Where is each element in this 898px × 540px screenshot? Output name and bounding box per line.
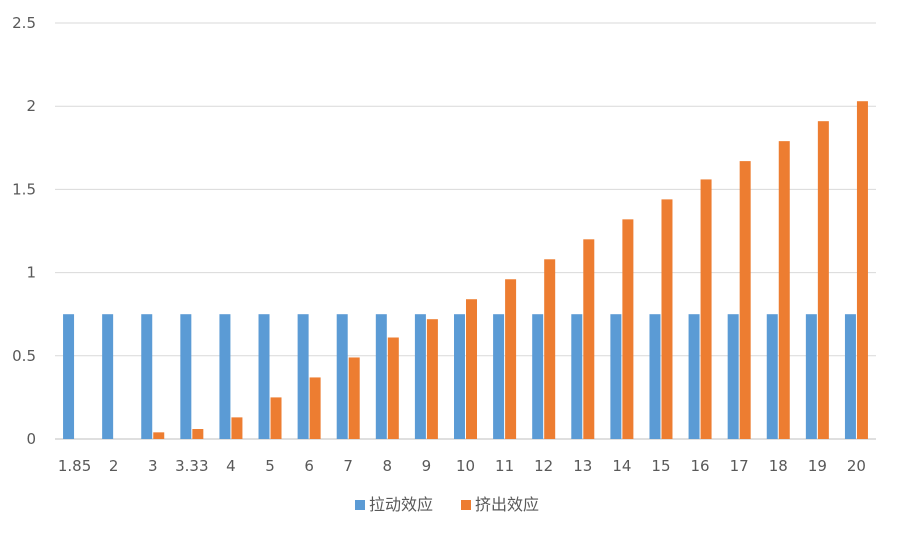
gridlines	[55, 22, 876, 440]
legend-label-series-1: 拉动效应	[369, 495, 433, 514]
x-tick-label: 19	[808, 457, 827, 475]
bar-series-1-1_85	[63, 314, 75, 439]
bar-series-1-16	[688, 314, 700, 439]
bar-series-1-6	[297, 314, 309, 439]
bar-series-1-15	[649, 314, 661, 439]
x-tick-label: 8	[383, 457, 393, 475]
y-tick-label: 2.5	[12, 14, 36, 32]
x-tick-label: 2	[109, 457, 119, 475]
bar-series-1-2	[102, 314, 114, 439]
bar-series-2-20	[856, 101, 868, 440]
x-tick-label: 5	[265, 457, 275, 475]
bar-series-1-17	[727, 314, 739, 439]
x-tick-label: 14	[612, 457, 631, 475]
bar-series-1-10	[454, 314, 465, 439]
x-tick-label: 4	[226, 457, 236, 475]
x-tick-label: 6	[304, 457, 314, 475]
x-tick-label: 15	[651, 457, 670, 475]
x-tick-label: 11	[495, 457, 514, 475]
bar-series-2-5	[270, 397, 282, 439]
bar-series-2-8	[387, 337, 399, 439]
bar-series-1-4	[219, 314, 231, 439]
legend-swatch-series-2	[461, 500, 471, 510]
bar-series-2-14	[622, 219, 634, 439]
bar-series-2-19	[817, 121, 829, 440]
x-tick-label: 13	[573, 457, 592, 475]
x-tick-label: 3.33	[175, 457, 208, 475]
bar-series-1-7	[336, 314, 348, 439]
x-tick-label: 20	[847, 457, 866, 475]
bar-series-2-4	[231, 417, 243, 439]
bar-series-1-12	[532, 314, 544, 439]
bar-series-2-10	[466, 299, 477, 439]
bars	[63, 101, 868, 440]
bar-series-2-15	[661, 199, 673, 439]
x-tick-label: 18	[769, 457, 788, 475]
bar-series-1-14	[610, 314, 622, 439]
bar-series-2-7	[348, 357, 360, 439]
bar-series-2-11	[505, 279, 517, 439]
x-axis-tick-labels: 1.85 2 3 3.33 4 5 6 7 8 9 10 11 12 13 14 15 16 17 18 19 20	[58, 457, 866, 475]
bar-series-1-13	[571, 314, 583, 439]
bar-series-1-11	[493, 314, 505, 439]
x-tick-label: 1.85	[58, 457, 91, 475]
y-tick-label: 1.5	[12, 180, 36, 198]
y-tick-label: 0.5	[12, 347, 36, 365]
legend: 拉动效应 挤出效应	[355, 495, 539, 514]
bar-series-2-13	[583, 239, 595, 439]
bar-series-2-6	[309, 377, 321, 439]
bar-series-1-5	[258, 314, 270, 439]
bar-series-2-16	[700, 179, 712, 440]
bar-series-1-20	[844, 314, 856, 439]
bar-series-1-19	[805, 314, 817, 439]
y-tick-label: 1	[26, 264, 36, 282]
legend-label-series-2: 挤出效应	[475, 495, 539, 514]
y-tick-label: 0	[26, 430, 36, 448]
x-tick-label: 7	[343, 457, 353, 475]
bar-series-2-18	[778, 141, 790, 439]
legend-swatch-series-1	[355, 500, 365, 510]
bar-series-2-3	[153, 432, 165, 439]
x-tick-label: 12	[534, 457, 553, 475]
bar-series-2-17	[739, 161, 751, 440]
x-tick-label: 3	[148, 457, 158, 475]
bar-series-2-12	[544, 259, 556, 439]
bar-series-1-3	[141, 314, 153, 439]
x-tick-label: 16	[691, 457, 710, 475]
bar-series-1-8	[375, 314, 387, 439]
x-tick-label: 9	[422, 457, 432, 475]
y-tick-label: 2	[26, 97, 36, 115]
x-tick-label: 10	[456, 457, 475, 475]
y-axis-tick-labels: 0 0.5 1 1.5 2 2.5	[12, 14, 36, 448]
x-tick-label: 17	[730, 457, 749, 475]
bar-series-1-3_33	[180, 314, 192, 439]
bar-series-2-3_33	[192, 429, 204, 439]
bar-series-1-18	[766, 314, 778, 439]
bar-series-2-9	[426, 319, 438, 439]
bar-series-1-9	[414, 314, 426, 439]
